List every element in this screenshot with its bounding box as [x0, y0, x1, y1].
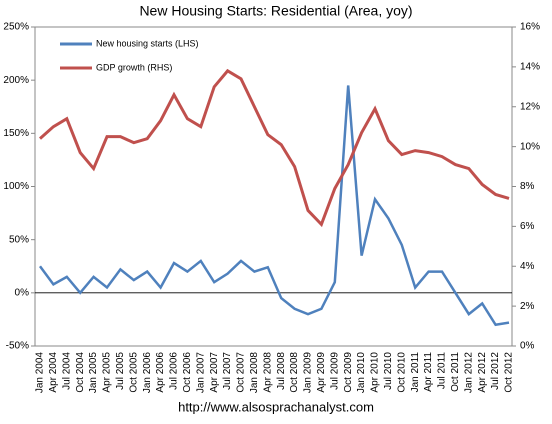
y-tick-label: -50% — [6, 341, 29, 352]
x-tick-label: Jan 2006 — [142, 352, 153, 394]
series-line — [38, 85, 510, 327]
x-tick-label: Apr 2012 — [477, 352, 488, 393]
x-tick-label: Jul 2004 — [61, 352, 72, 390]
x-tick-label: Apr 2007 — [209, 352, 220, 393]
x-tick-label: Oct 2012 — [504, 352, 515, 393]
y2-tick-label: 10% — [520, 141, 540, 152]
x-tick-label: Oct 2007 — [236, 352, 247, 393]
x-tick-label: Apr 2009 — [316, 352, 327, 393]
y-tick-label: 150% — [3, 128, 29, 139]
x-tick-label: Apr 2004 — [48, 352, 59, 393]
footer: http://www.alsosprachanalyst.com — [178, 399, 374, 414]
legend-label: New housing starts (LHS) — [96, 38, 199, 48]
x-tick-label: Jan 2007 — [195, 352, 206, 394]
y2-tick-label: 12% — [520, 101, 540, 112]
x-tick-label: Jul 2005 — [115, 352, 126, 390]
x-tick-label: Jan 2005 — [88, 352, 99, 394]
x-tick-label: Oct 2009 — [343, 352, 354, 393]
series-line — [39, 68, 510, 228]
x-tick-label: Jul 2007 — [222, 352, 233, 390]
x-tick-label: Apr 2011 — [423, 352, 434, 392]
x-tick-label: Apr 2010 — [370, 352, 381, 393]
y-tick-label: 100% — [3, 181, 29, 192]
y2-tick-label: 14% — [520, 62, 540, 73]
x-tick-label: Jul 2008 — [276, 352, 287, 390]
x-tick-label: Jan 2012 — [463, 352, 474, 394]
x-tick-label: Jul 2006 — [169, 352, 180, 390]
x-tick-label: Jan 2011 — [410, 352, 421, 393]
chart-title: New Housing Starts: Residential (Area, y… — [139, 3, 412, 19]
y2-tick-label: 6% — [520, 221, 535, 232]
y-tick-label: 250% — [3, 22, 29, 33]
x-tick-label: Oct 2008 — [289, 352, 300, 393]
x-tick-label: Oct 2005 — [128, 352, 139, 393]
y2-tick-label: 16% — [520, 22, 540, 33]
x-tick-label: Apr 2008 — [262, 352, 273, 393]
x-tick-label: Oct 2006 — [182, 352, 193, 393]
x-tick-label: Jan 2010 — [356, 352, 367, 394]
plot-frame — [34, 26, 513, 347]
x-tick-label: Jul 2010 — [383, 352, 394, 390]
y-tick-label: 50% — [9, 234, 29, 245]
x-tick-label: Jan 2009 — [303, 352, 314, 394]
x-tick-label: Jul 2009 — [329, 352, 340, 390]
y2-tick-label: 0% — [520, 341, 535, 352]
y2-tick-label: 8% — [520, 181, 535, 192]
y-tick-label: 200% — [3, 75, 29, 86]
x-tick-label: Oct 2010 — [396, 352, 407, 393]
x-tick-label: Apr 2006 — [155, 352, 166, 393]
x-tick-label: Jan 2008 — [249, 352, 260, 394]
x-tick-label: Oct 2011 — [450, 352, 461, 392]
y2-tick-label: 4% — [520, 261, 535, 272]
x-tick-label: Jan 2004 — [35, 352, 46, 394]
x-tick-label: Apr 2005 — [102, 352, 113, 393]
x-tick-label: Jul 2011 — [437, 352, 448, 390]
x-tick-label: Jul 2012 — [490, 352, 501, 390]
y-tick-label: 0% — [15, 287, 30, 298]
legend-label: GDP growth (RHS) — [96, 62, 172, 72]
y2-tick-label: 2% — [520, 301, 535, 312]
x-tick-label: Oct 2004 — [75, 352, 86, 393]
